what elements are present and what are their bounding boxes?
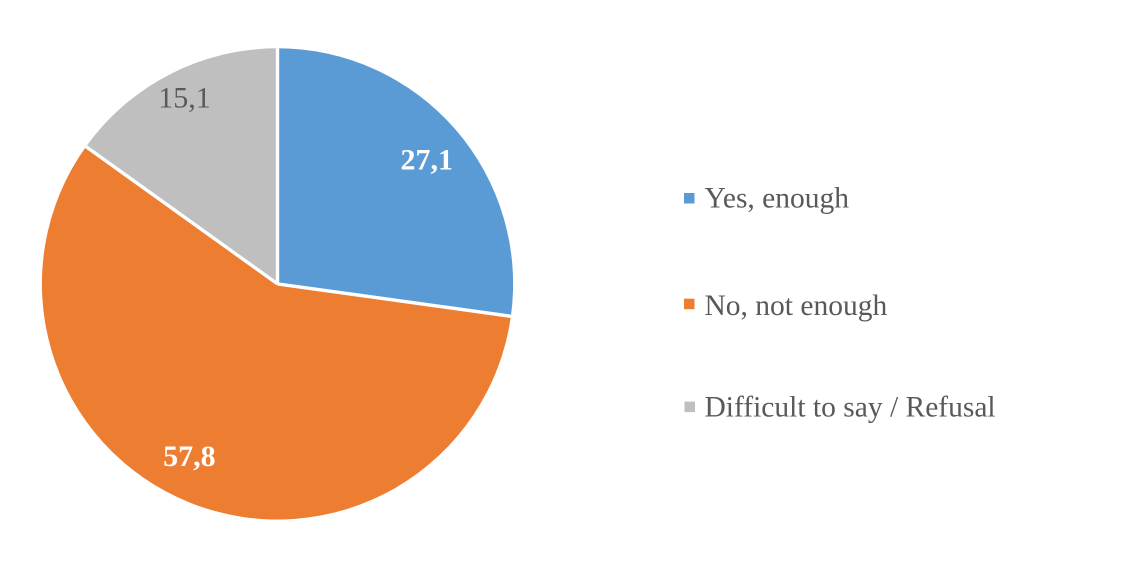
svg-text:Difficult to say / Refusal: Difficult to say / Refusal (705, 391, 996, 423)
svg-text:15,1: 15,1 (158, 81, 211, 114)
svg-text:57,8: 57,8 (163, 440, 216, 473)
svg-text:Yes, enough: Yes, enough (705, 183, 850, 215)
svg-text:No, not enough: No, not enough (705, 290, 888, 322)
svg-text:27,1: 27,1 (400, 144, 453, 177)
